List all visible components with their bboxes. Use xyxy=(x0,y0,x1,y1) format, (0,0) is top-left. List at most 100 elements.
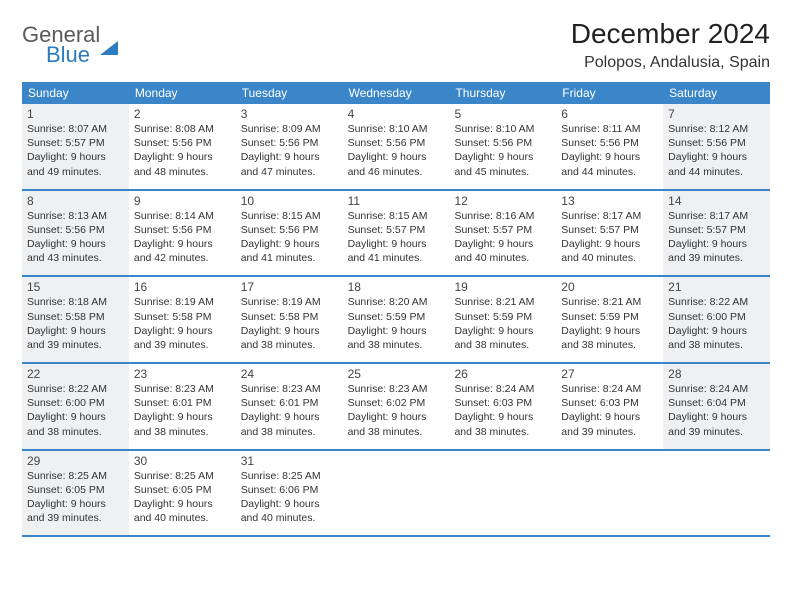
day-number: 30 xyxy=(134,454,231,468)
day-cell: 3Sunrise: 8:09 AMSunset: 5:56 PMDaylight… xyxy=(236,104,343,189)
logo-text: General Blue xyxy=(22,24,100,66)
day-info: Sunrise: 8:12 AMSunset: 5:56 PMDaylight:… xyxy=(668,122,765,179)
day-info: Sunrise: 8:15 AMSunset: 5:57 PMDaylight:… xyxy=(348,209,445,266)
day-cell: 29Sunrise: 8:25 AMSunset: 6:05 PMDayligh… xyxy=(22,451,129,536)
day-info: Sunrise: 8:24 AMSunset: 6:03 PMDaylight:… xyxy=(454,382,551,439)
day-info: Sunrise: 8:10 AMSunset: 5:56 PMDaylight:… xyxy=(348,122,445,179)
day-info: Sunrise: 8:23 AMSunset: 6:01 PMDaylight:… xyxy=(241,382,338,439)
day-info: Sunrise: 8:19 AMSunset: 5:58 PMDaylight:… xyxy=(134,295,231,352)
day-number: 27 xyxy=(561,367,658,381)
day-info: Sunrise: 8:08 AMSunset: 5:56 PMDaylight:… xyxy=(134,122,231,179)
day-cell: 30Sunrise: 8:25 AMSunset: 6:05 PMDayligh… xyxy=(129,451,236,536)
day-cell: 14Sunrise: 8:17 AMSunset: 5:57 PMDayligh… xyxy=(663,191,770,276)
day-cell: 2Sunrise: 8:08 AMSunset: 5:56 PMDaylight… xyxy=(129,104,236,189)
day-info: Sunrise: 8:21 AMSunset: 5:59 PMDaylight:… xyxy=(454,295,551,352)
day-cell: 17Sunrise: 8:19 AMSunset: 5:58 PMDayligh… xyxy=(236,277,343,362)
day-cell: 1Sunrise: 8:07 AMSunset: 5:57 PMDaylight… xyxy=(22,104,129,189)
day-info: Sunrise: 8:23 AMSunset: 6:01 PMDaylight:… xyxy=(134,382,231,439)
day-cell: 22Sunrise: 8:22 AMSunset: 6:00 PMDayligh… xyxy=(22,364,129,449)
day-info: Sunrise: 8:19 AMSunset: 5:58 PMDaylight:… xyxy=(241,295,338,352)
day-info: Sunrise: 8:16 AMSunset: 5:57 PMDaylight:… xyxy=(454,209,551,266)
weeks-container: 1Sunrise: 8:07 AMSunset: 5:57 PMDaylight… xyxy=(22,104,770,537)
day-number: 28 xyxy=(668,367,765,381)
day-info: Sunrise: 8:18 AMSunset: 5:58 PMDaylight:… xyxy=(27,295,124,352)
weekday-header: Monday xyxy=(129,82,236,104)
week-row: 15Sunrise: 8:18 AMSunset: 5:58 PMDayligh… xyxy=(22,277,770,364)
day-info: Sunrise: 8:14 AMSunset: 5:56 PMDaylight:… xyxy=(134,209,231,266)
day-number: 14 xyxy=(668,194,765,208)
day-number: 26 xyxy=(454,367,551,381)
day-info: Sunrise: 8:25 AMSunset: 6:05 PMDaylight:… xyxy=(27,469,124,526)
day-number: 19 xyxy=(454,280,551,294)
day-info: Sunrise: 8:17 AMSunset: 5:57 PMDaylight:… xyxy=(668,209,765,266)
day-info: Sunrise: 8:17 AMSunset: 5:57 PMDaylight:… xyxy=(561,209,658,266)
day-number: 25 xyxy=(348,367,445,381)
day-cell: 13Sunrise: 8:17 AMSunset: 5:57 PMDayligh… xyxy=(556,191,663,276)
day-cell: 27Sunrise: 8:24 AMSunset: 6:03 PMDayligh… xyxy=(556,364,663,449)
day-info: Sunrise: 8:15 AMSunset: 5:56 PMDaylight:… xyxy=(241,209,338,266)
logo: General Blue xyxy=(22,18,118,66)
week-row: 1Sunrise: 8:07 AMSunset: 5:57 PMDaylight… xyxy=(22,104,770,191)
weekday-header: Saturday xyxy=(663,82,770,104)
day-cell: 23Sunrise: 8:23 AMSunset: 6:01 PMDayligh… xyxy=(129,364,236,449)
day-cell xyxy=(343,451,450,536)
weekday-header: Friday xyxy=(556,82,663,104)
day-info: Sunrise: 8:25 AMSunset: 6:06 PMDaylight:… xyxy=(241,469,338,526)
day-cell: 12Sunrise: 8:16 AMSunset: 5:57 PMDayligh… xyxy=(449,191,556,276)
day-cell: 9Sunrise: 8:14 AMSunset: 5:56 PMDaylight… xyxy=(129,191,236,276)
day-cell: 8Sunrise: 8:13 AMSunset: 5:56 PMDaylight… xyxy=(22,191,129,276)
day-cell: 5Sunrise: 8:10 AMSunset: 5:56 PMDaylight… xyxy=(449,104,556,189)
day-number: 24 xyxy=(241,367,338,381)
day-number: 2 xyxy=(134,107,231,121)
week-row: 22Sunrise: 8:22 AMSunset: 6:00 PMDayligh… xyxy=(22,364,770,451)
day-info: Sunrise: 8:22 AMSunset: 6:00 PMDaylight:… xyxy=(668,295,765,352)
day-number: 15 xyxy=(27,280,124,294)
day-number: 11 xyxy=(348,194,445,208)
day-info: Sunrise: 8:24 AMSunset: 6:03 PMDaylight:… xyxy=(561,382,658,439)
logo-line2: Blue xyxy=(22,44,100,66)
day-cell: 25Sunrise: 8:23 AMSunset: 6:02 PMDayligh… xyxy=(343,364,450,449)
header: General Blue December 2024 Polopos, Anda… xyxy=(22,18,770,72)
day-info: Sunrise: 8:21 AMSunset: 5:59 PMDaylight:… xyxy=(561,295,658,352)
day-cell: 15Sunrise: 8:18 AMSunset: 5:58 PMDayligh… xyxy=(22,277,129,362)
day-cell xyxy=(556,451,663,536)
day-number: 1 xyxy=(27,107,124,121)
day-number: 10 xyxy=(241,194,338,208)
day-number: 5 xyxy=(454,107,551,121)
day-cell: 16Sunrise: 8:19 AMSunset: 5:58 PMDayligh… xyxy=(129,277,236,362)
day-cell: 7Sunrise: 8:12 AMSunset: 5:56 PMDaylight… xyxy=(663,104,770,189)
day-cell: 24Sunrise: 8:23 AMSunset: 6:01 PMDayligh… xyxy=(236,364,343,449)
day-number: 8 xyxy=(27,194,124,208)
month-title: December 2024 xyxy=(571,18,770,50)
day-cell: 31Sunrise: 8:25 AMSunset: 6:06 PMDayligh… xyxy=(236,451,343,536)
day-number: 17 xyxy=(241,280,338,294)
day-info: Sunrise: 8:07 AMSunset: 5:57 PMDaylight:… xyxy=(27,122,124,179)
day-number: 3 xyxy=(241,107,338,121)
day-number: 20 xyxy=(561,280,658,294)
day-number: 13 xyxy=(561,194,658,208)
day-cell: 19Sunrise: 8:21 AMSunset: 5:59 PMDayligh… xyxy=(449,277,556,362)
day-info: Sunrise: 8:25 AMSunset: 6:05 PMDaylight:… xyxy=(134,469,231,526)
day-cell: 20Sunrise: 8:21 AMSunset: 5:59 PMDayligh… xyxy=(556,277,663,362)
day-cell xyxy=(663,451,770,536)
day-cell: 6Sunrise: 8:11 AMSunset: 5:56 PMDaylight… xyxy=(556,104,663,189)
day-number: 16 xyxy=(134,280,231,294)
day-info: Sunrise: 8:10 AMSunset: 5:56 PMDaylight:… xyxy=(454,122,551,179)
weekday-header: Tuesday xyxy=(236,82,343,104)
day-cell: 26Sunrise: 8:24 AMSunset: 6:03 PMDayligh… xyxy=(449,364,556,449)
day-cell: 18Sunrise: 8:20 AMSunset: 5:59 PMDayligh… xyxy=(343,277,450,362)
day-number: 6 xyxy=(561,107,658,121)
day-number: 12 xyxy=(454,194,551,208)
day-number: 29 xyxy=(27,454,124,468)
day-number: 22 xyxy=(27,367,124,381)
day-cell: 28Sunrise: 8:24 AMSunset: 6:04 PMDayligh… xyxy=(663,364,770,449)
day-number: 9 xyxy=(134,194,231,208)
day-info: Sunrise: 8:11 AMSunset: 5:56 PMDaylight:… xyxy=(561,122,658,179)
day-info: Sunrise: 8:23 AMSunset: 6:02 PMDaylight:… xyxy=(348,382,445,439)
location-text: Polopos, Andalusia, Spain xyxy=(571,54,770,72)
calendar-page: General Blue December 2024 Polopos, Anda… xyxy=(0,0,792,555)
logo-triangle-icon xyxy=(100,41,118,55)
week-row: 8Sunrise: 8:13 AMSunset: 5:56 PMDaylight… xyxy=(22,191,770,278)
title-block: December 2024 Polopos, Andalusia, Spain xyxy=(571,18,770,72)
weekday-header: Sunday xyxy=(22,82,129,104)
